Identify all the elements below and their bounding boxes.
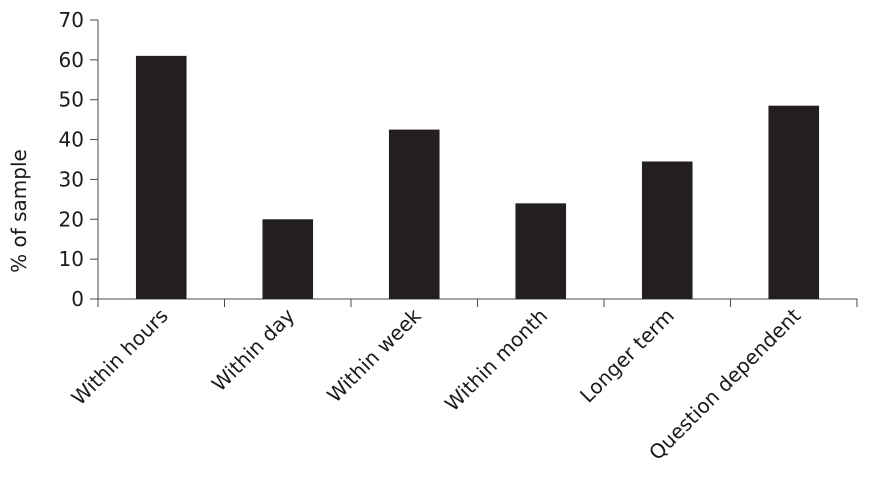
bar [135,55,187,299]
y-tick-label: 10 [59,247,84,271]
y-tick-label: 30 [59,167,84,191]
y-tick-label: 60 [59,48,84,72]
y-tick-label: 70 [59,8,84,32]
bars [135,55,820,299]
category-label: Within hours [67,304,173,410]
x-ticks [97,299,858,307]
y-tick-label: 0 [71,287,84,311]
y-tick-label: 20 [59,207,84,231]
y-tick-label: 40 [59,128,84,152]
y-tick-label: 50 [59,88,84,112]
category-label: Within month [440,304,552,416]
bar [262,219,314,299]
bar [515,203,567,299]
category-label: Within day [207,303,300,396]
bar [641,161,693,299]
bar [388,129,440,299]
category-label: Longer term [575,304,679,408]
category-label: Within week [322,303,426,407]
bar [768,105,820,299]
y-ticks: 0 10 20 30 40 50 60 70 [59,8,98,311]
category-labels: Within hours Within day Within week Within … [67,303,806,465]
y-axis-label: % of sample [7,149,31,273]
